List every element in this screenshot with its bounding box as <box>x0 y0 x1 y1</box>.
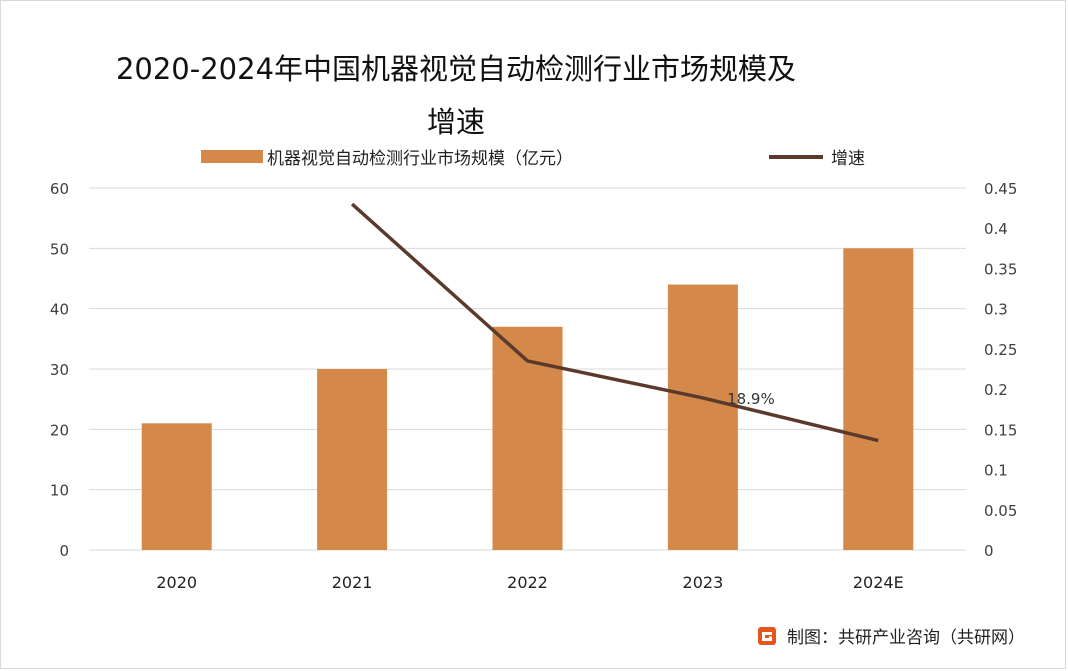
x-axis: 2020 2021 2022 2023 2024E <box>156 573 903 592</box>
y-axis-right: 0 0.05 0.1 0.15 0.2 0.25 0.3 0.35 0.4 0.45 <box>984 180 1017 560</box>
bar <box>667 284 738 550</box>
x-tick-label: 2024E <box>853 573 904 592</box>
legend-swatch-line <box>769 154 823 159</box>
bar <box>843 248 914 551</box>
y-right-tick-label: 0.4 <box>984 220 1008 238</box>
legend-swatch-bar <box>201 150 263 163</box>
y-left-tick-label: 0 <box>59 542 69 560</box>
legend-label-line: 增速 <box>831 149 865 169</box>
y-right-tick-label: 0.45 <box>984 180 1017 198</box>
chart-title-line2: 增速 <box>426 105 485 139</box>
bar <box>492 326 563 550</box>
legend-item-line: 增速 <box>769 144 865 169</box>
gongyan-logo-icon <box>758 626 776 645</box>
x-tick-label: 2020 <box>156 573 197 592</box>
y-left-tick-label: 30 <box>50 361 69 379</box>
x-tick-label: 2023 <box>683 573 724 592</box>
legend-label-bar: 机器视觉自动检测行业市场规模（亿元） <box>267 149 573 169</box>
x-tick-label: 2022 <box>507 573 548 592</box>
y-left-tick-label: 10 <box>50 482 69 500</box>
x-tick-label: 2021 <box>332 573 373 592</box>
legend-item-bar: 机器视觉自动检测行业市场规模（亿元） <box>201 144 573 169</box>
y-right-tick-label: 0.35 <box>984 260 1017 278</box>
growth-line <box>350 202 879 443</box>
y-right-tick-label: 0.1 <box>984 462 1008 480</box>
y-right-tick-label: 0 <box>984 542 994 560</box>
y-axis-left: 0 10 20 30 40 50 60 <box>50 180 69 560</box>
y-right-tick-label: 0.3 <box>984 301 1008 319</box>
chart-title: 2020-2024年中国机器视觉自动检测行业市场规模及 <box>115 52 797 86</box>
legend: 机器视觉自动检测行业市场规模（亿元） 增速 <box>1 144 1068 170</box>
source-credit: 制图：共研产业咨询（共研网） <box>757 623 1025 648</box>
line-series <box>350 202 879 443</box>
y-right-tick-label: 0.2 <box>984 381 1008 399</box>
y-right-tick-label: 0.25 <box>984 341 1017 359</box>
bar <box>317 369 388 550</box>
annotations: 18.9% <box>727 390 775 408</box>
y-left-tick-label: 20 <box>50 421 69 439</box>
y-left-tick-label: 50 <box>50 240 69 258</box>
data-label: 18.9% <box>727 390 775 408</box>
y-right-tick-label: 0.05 <box>984 502 1017 520</box>
source-text: 制图：共研产业咨询（共研网） <box>787 628 1025 648</box>
y-left-tick-label: 40 <box>50 301 69 319</box>
bar-series <box>141 248 914 551</box>
y-left-tick-label: 60 <box>50 180 69 198</box>
y-right-tick-label: 0.15 <box>984 421 1017 439</box>
bar <box>141 423 212 550</box>
